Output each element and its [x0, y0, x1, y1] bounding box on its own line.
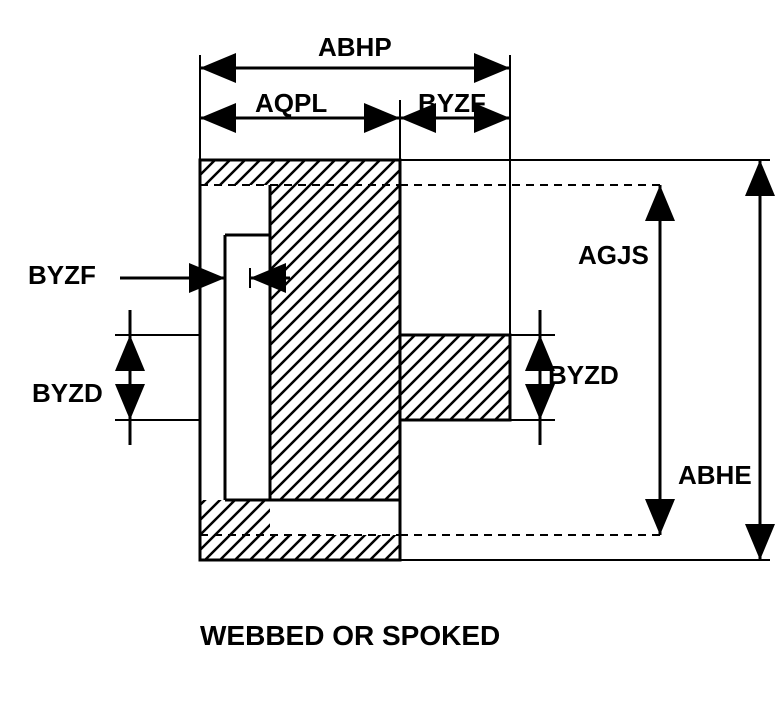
label-byzd-left: BYZD [32, 378, 103, 409]
label-byzd-right: BYZD [548, 360, 619, 391]
diagram-svg [0, 0, 780, 720]
dimensions [115, 55, 770, 560]
label-agjs: AGJS [578, 240, 649, 271]
label-byzf-left: BYZF [28, 260, 96, 291]
label-abhe: ABHE [678, 460, 752, 491]
label-byzf-top: BYZF [418, 88, 486, 119]
label-abhp: ABHP [318, 32, 392, 63]
caption: WEBBED OR SPOKED [200, 620, 500, 652]
label-aqpl: AQPL [255, 88, 327, 119]
